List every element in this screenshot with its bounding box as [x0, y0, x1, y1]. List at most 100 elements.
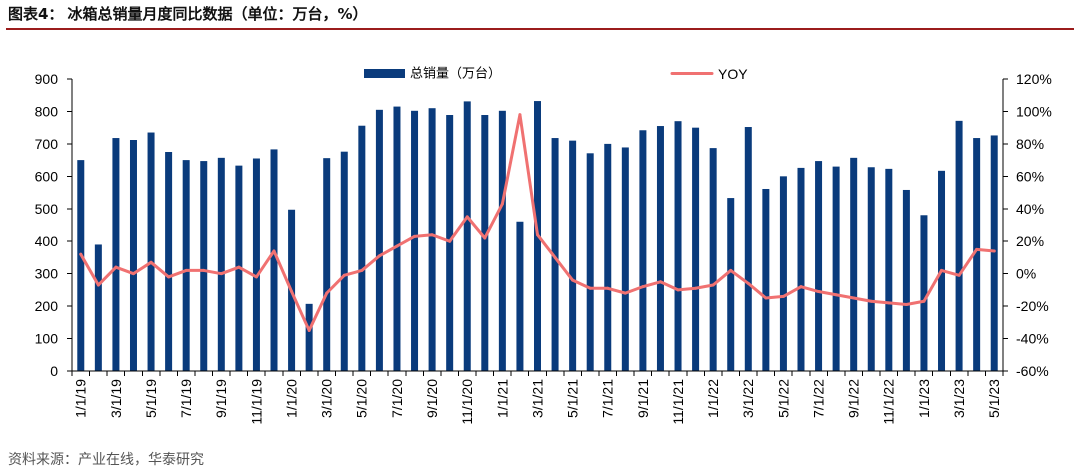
sales-bar: [375, 109, 383, 371]
yoy-point: [834, 293, 838, 297]
yoy-point: [887, 301, 891, 305]
yoy-point: [571, 278, 575, 282]
sales-bar: [885, 168, 893, 371]
yoy-point: [729, 268, 733, 272]
left-axis-tick-label: 0: [50, 363, 58, 379]
right-axis-tick-label: -40%: [1016, 331, 1049, 347]
x-axis-tick-label: 9/1/19: [213, 379, 229, 418]
yoy-point: [536, 233, 539, 237]
x-axis-tick-label: 9/1/22: [846, 379, 862, 418]
sales-bar: [674, 121, 682, 372]
right-axis-tick-label: 120%: [1016, 71, 1052, 87]
x-axis-tick-label: 1/1/22: [705, 379, 721, 418]
yoy-point: [799, 285, 803, 289]
right-axis-tick-label: 60%: [1016, 168, 1044, 184]
yoy-point: [922, 299, 926, 303]
legend-sales-swatch: [364, 69, 405, 78]
left-axis-tick-label: 800: [35, 103, 59, 119]
figure-label: 图表4：: [8, 5, 64, 23]
yoy-point: [606, 286, 610, 290]
sales-bar: [867, 167, 875, 371]
yoy-point: [131, 272, 135, 276]
x-axis-tick-label: 1/1/23: [916, 379, 932, 418]
yoy-point: [746, 281, 750, 285]
sales-bar: [358, 125, 366, 371]
left-axis-tick-labels: 0 100 200 300 400 500 600 700 800 900: [35, 71, 59, 379]
right-axis-tick-label: 40%: [1016, 201, 1044, 217]
x-axis-tick-label: 3/1/20: [319, 379, 335, 418]
sales-bar: [147, 132, 155, 371]
x-axis-tick-label: 11/1/22: [881, 379, 897, 425]
sales-bar: [305, 303, 313, 371]
yoy-point: [957, 273, 961, 277]
sales-bar: [323, 158, 331, 371]
sales-bar: [411, 110, 419, 372]
yoy-point: [781, 294, 785, 298]
yoy-point: [852, 296, 856, 300]
sales-bar: [586, 153, 594, 371]
x-axis-tick-label: 9/1/20: [424, 379, 440, 418]
x-axis-tick-label: 3/1/19: [108, 379, 124, 418]
yoy-point: [448, 239, 452, 243]
sales-bar: [709, 148, 717, 371]
yoy-point: [623, 291, 627, 295]
legend: 总销量（万台） YOY: [364, 66, 748, 82]
x-axis-tick-label: 1/1/21: [494, 379, 510, 418]
sales-bar: [270, 149, 278, 371]
sales-bar: [639, 130, 647, 371]
yoy-point: [641, 285, 645, 289]
legend-sales-label: 总销量（万台）: [410, 67, 501, 82]
right-axis-tick-label: 0%: [1016, 266, 1036, 282]
sales-bar: [727, 198, 735, 371]
x-axis-tick-label: 5/1/23: [986, 379, 1002, 418]
source-note: 资料来源：产业在线，华泰研究: [8, 452, 204, 468]
left-axis-tick-label: 200: [35, 298, 59, 314]
x-axis-tick-label: 9/1/21: [635, 379, 651, 418]
x-axis-tick-label: 7/1/22: [810, 379, 826, 418]
figure-title: 图表4： 冰箱总销量月度同比数据（单位：万台，%）: [8, 3, 367, 25]
yoy-point: [518, 113, 522, 117]
sales-bar: [621, 147, 629, 371]
sales-bar: [990, 135, 998, 371]
sales-bar: [165, 152, 173, 371]
yoy-point: [711, 283, 715, 287]
x-axis-tick-label: 5/1/22: [775, 379, 791, 418]
right-axis-tick-label: -20%: [1016, 298, 1049, 314]
sales-bar: [463, 101, 471, 371]
sales-bar: [446, 115, 454, 371]
sales-bar: [340, 151, 348, 371]
x-axis-tick-label: 11/1/21: [670, 379, 686, 425]
title-rule: [6, 28, 1074, 30]
sales-bar: [762, 188, 770, 371]
yoy-point: [219, 272, 223, 276]
x-axis-tick-label: 5/1/20: [354, 379, 370, 418]
yoy-point: [676, 288, 680, 292]
yoy-line-series: [79, 113, 996, 332]
yoy-point: [360, 268, 364, 272]
yoy-point: [96, 283, 100, 287]
sales-bar: [77, 160, 85, 371]
yoy-point: [342, 273, 346, 277]
sales-bar: [252, 158, 260, 371]
sales-bar: [217, 157, 225, 371]
yoy-point: [254, 275, 258, 279]
sales-bar: [481, 115, 489, 371]
sales-bar: [692, 127, 700, 371]
sales-bar: [129, 140, 137, 371]
yoy-point: [465, 215, 469, 219]
yoy-point: [500, 202, 504, 206]
right-axis-tick-label: 20%: [1016, 233, 1044, 249]
x-axis-tick-label: 1/1/19: [73, 379, 89, 418]
yoy-point: [237, 265, 241, 269]
right-axis-tick-label: -60%: [1016, 363, 1049, 379]
left-axis-tick-label: 600: [35, 168, 59, 184]
yoy-point: [694, 286, 698, 290]
sales-bar: [797, 167, 805, 371]
yoy-point: [764, 296, 768, 300]
left-axis-tick-label: 400: [35, 233, 59, 249]
sales-bar: [94, 244, 102, 371]
left-axis-tick-label: 100: [35, 331, 59, 347]
yoy-point: [975, 247, 979, 251]
sales-bar: [832, 166, 840, 371]
